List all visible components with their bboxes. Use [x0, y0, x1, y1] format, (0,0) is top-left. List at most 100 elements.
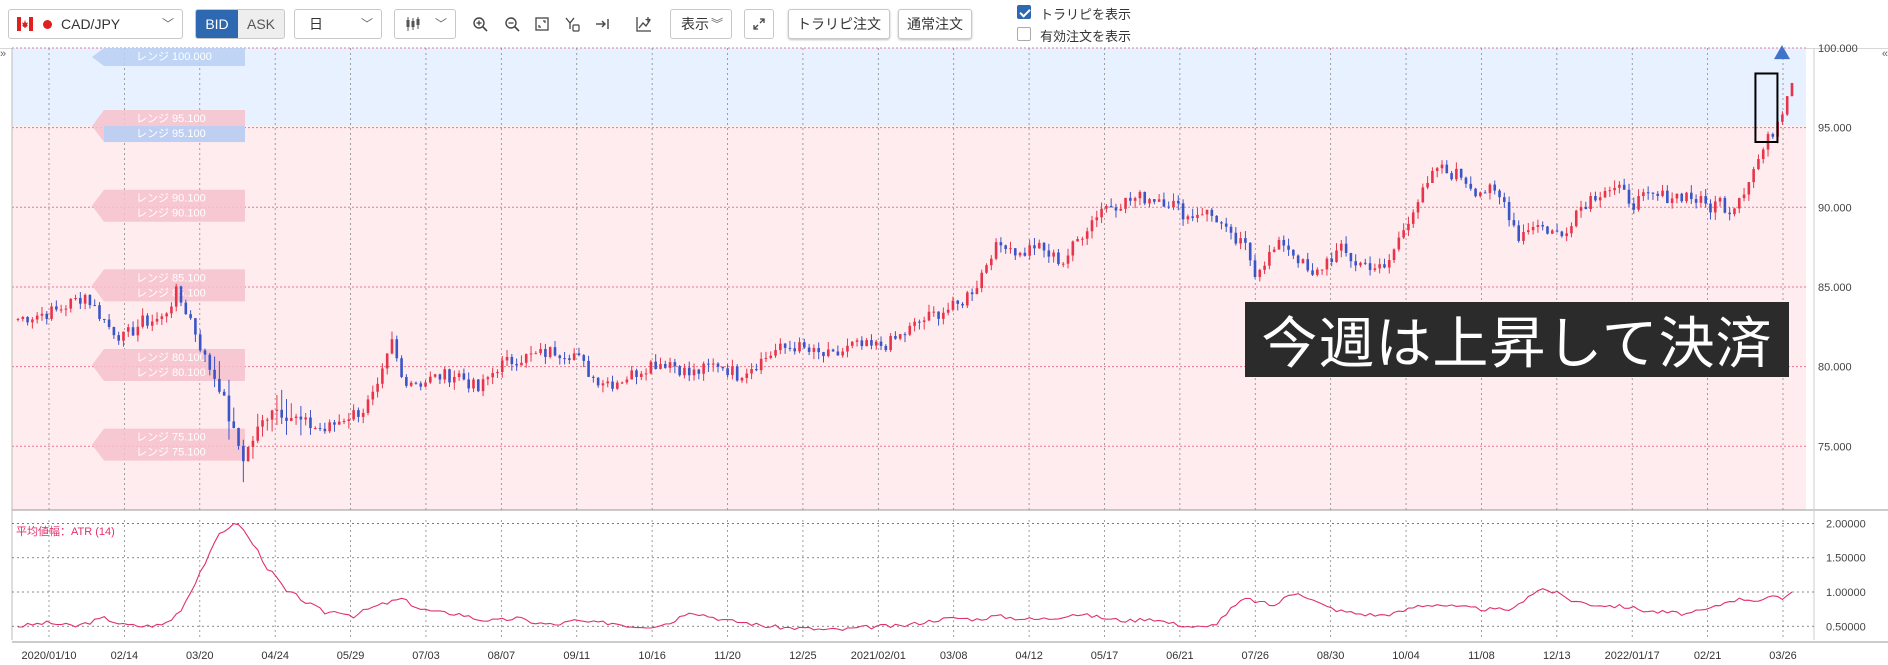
candle-body	[970, 292, 974, 295]
jump-to-latest-icon[interactable]	[588, 9, 616, 39]
currency-pair-label: CAD/JPY	[61, 16, 121, 32]
candle-body	[611, 381, 614, 389]
candle-body	[1407, 223, 1410, 231]
collapse-right-icon[interactable]: «	[1881, 48, 1888, 60]
candle-body	[1186, 216, 1190, 220]
candle-body	[879, 341, 883, 346]
candle-body	[1455, 168, 1458, 180]
zoom-out-icon[interactable]	[498, 9, 526, 39]
candle-body	[1656, 193, 1660, 196]
show-active-orders-checkbox[interactable]	[1017, 27, 1031, 41]
candle-body	[932, 311, 936, 313]
candle-body	[865, 340, 868, 347]
candle-body	[309, 417, 312, 429]
x-tick-label: 2020/01/10	[21, 650, 76, 662]
candle-body	[1661, 190, 1664, 196]
y-tick-label: 80.000	[1818, 362, 1852, 374]
candle-body	[716, 363, 720, 367]
candle-body	[1761, 149, 1765, 160]
candle-body	[1373, 268, 1377, 271]
candles	[16, 82, 1794, 483]
x-tick-label: 08/07	[488, 650, 516, 662]
candle-body	[1368, 263, 1372, 271]
zoom-in-icon[interactable]	[466, 9, 494, 39]
candle-body	[1157, 199, 1161, 202]
candle-body	[1397, 237, 1401, 250]
candle-body	[438, 374, 442, 380]
x-tick-label: 2022/01/17	[1605, 650, 1660, 662]
candle-body	[74, 297, 77, 299]
candle-body	[1205, 209, 1209, 215]
currency-pair-selector[interactable]: CAD/JPY ﹀	[8, 9, 183, 39]
candle-body	[678, 366, 681, 376]
candle-body	[798, 342, 801, 352]
chart-type-selector[interactable]: ﹀	[394, 9, 456, 39]
candle-body	[1354, 261, 1357, 266]
fit-screen-icon[interactable]	[528, 9, 556, 39]
candle-body	[1507, 201, 1511, 221]
display-menu-button[interactable]: 表示 ︾	[670, 9, 732, 39]
show-trarip-label: トラリピを表示	[1040, 7, 1132, 22]
candle-body	[1272, 249, 1276, 252]
show-trarip-checkbox[interactable]	[1017, 5, 1031, 19]
canada-flag-icon	[17, 17, 33, 31]
candle-body	[1258, 269, 1262, 277]
candle-body	[1277, 239, 1281, 250]
candle-body	[1057, 252, 1060, 264]
candle-body	[405, 376, 408, 386]
candle-body	[1469, 183, 1473, 189]
japan-flag-icon	[43, 20, 52, 29]
candle-body	[1757, 159, 1760, 170]
trarip-order-button[interactable]: トラリピ注文	[788, 9, 890, 39]
expand-icon[interactable]	[744, 9, 774, 39]
candle-body	[40, 313, 44, 316]
candle-body	[1771, 134, 1775, 137]
normal-order-button[interactable]: 通常注文	[898, 9, 972, 39]
candle-body	[1220, 222, 1223, 224]
crosshair-lock-icon[interactable]	[558, 9, 586, 39]
candle-body	[582, 355, 586, 361]
bid-button[interactable]: BID	[196, 10, 238, 38]
candle-body	[1541, 225, 1544, 227]
candle-body	[592, 376, 595, 378]
candle-body	[1167, 206, 1171, 208]
candle-body	[1359, 262, 1362, 266]
candle-body	[1565, 233, 1568, 237]
candle-body	[476, 379, 480, 392]
candle-body	[826, 349, 830, 357]
candle-body	[146, 315, 149, 326]
x-tick-label: 10/04	[1392, 650, 1420, 662]
candle-body	[1013, 248, 1017, 256]
candle-body	[179, 286, 183, 303]
candle-body	[50, 306, 53, 319]
candle-body	[481, 379, 485, 392]
candle-body	[400, 358, 403, 377]
candle-body	[112, 326, 116, 336]
candle-body	[1234, 232, 1238, 244]
candle-body	[841, 351, 844, 356]
candle-body	[874, 341, 878, 346]
candle-body	[1574, 210, 1578, 227]
candle-body	[1752, 169, 1755, 183]
indicator-icon[interactable]	[630, 9, 658, 39]
candle-body	[644, 373, 648, 375]
collapse-left-icon[interactable]: »	[0, 48, 7, 60]
candle-body	[1690, 192, 1693, 200]
x-tick-label: 05/17	[1091, 650, 1119, 662]
candle-body	[328, 422, 331, 432]
candle-body	[1680, 193, 1684, 202]
ask-button[interactable]: ASK	[238, 10, 284, 38]
candle-body	[1464, 177, 1468, 184]
period-selector[interactable]: 日 ﹀	[294, 9, 382, 39]
candle-body	[150, 321, 154, 326]
candle-body	[1196, 214, 1199, 218]
candle-body	[88, 294, 92, 306]
candle-body	[122, 331, 125, 341]
candle-body	[1728, 212, 1731, 215]
candle-body	[1143, 192, 1147, 204]
candle-body	[668, 362, 672, 368]
candle-body	[1037, 242, 1041, 249]
candle-body	[1095, 217, 1099, 221]
candle-body	[1579, 206, 1583, 211]
candle-body	[270, 410, 274, 420]
